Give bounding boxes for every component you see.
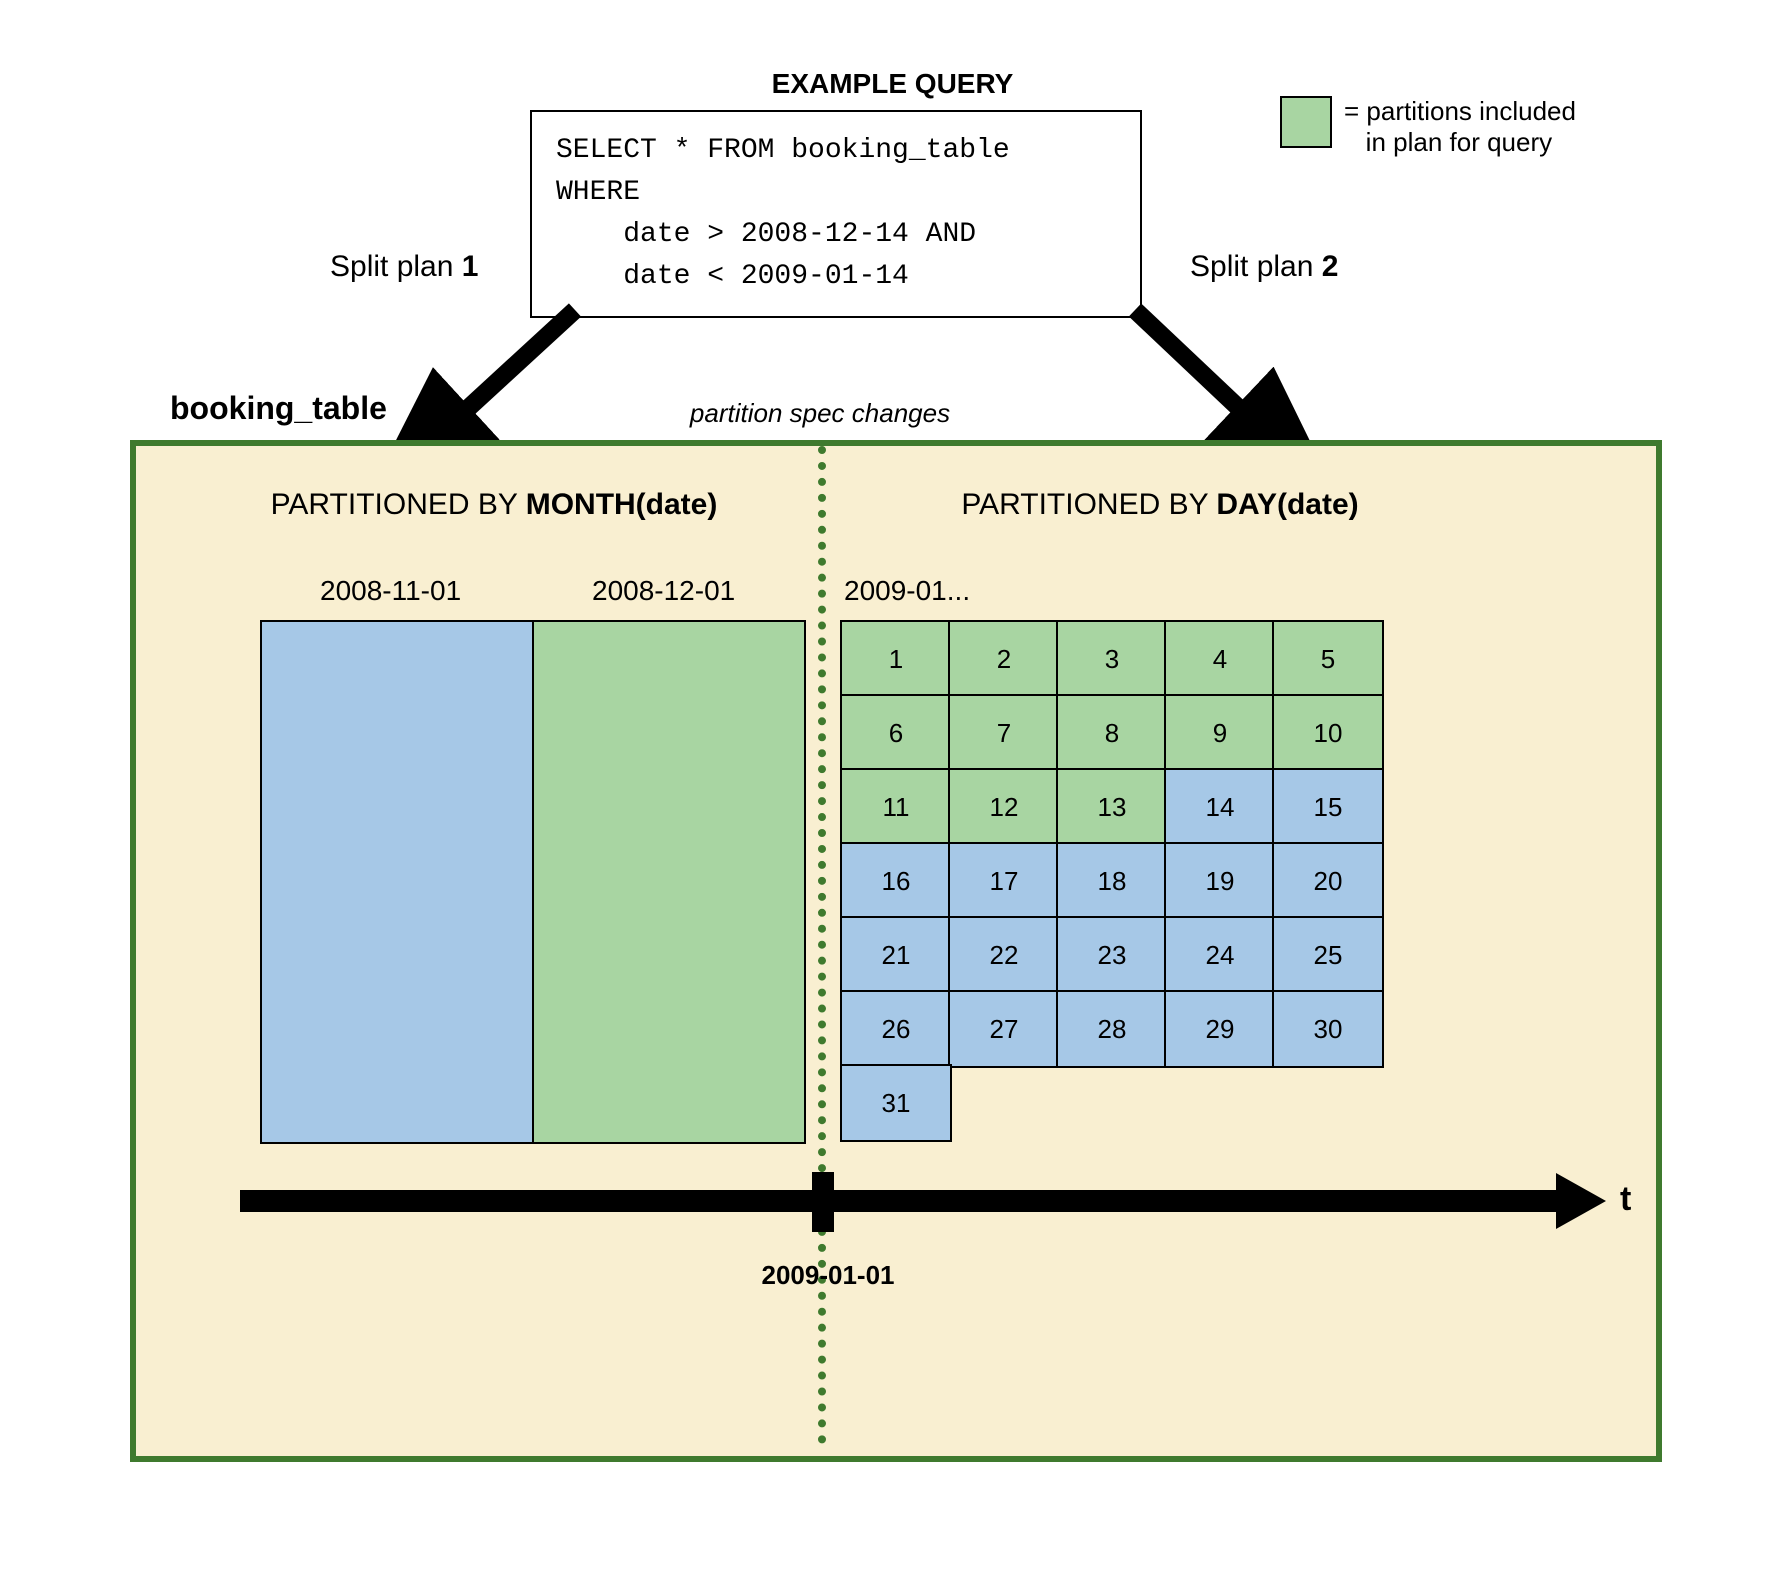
day-partition-cell: 30 — [1272, 990, 1384, 1068]
day-partition-cell: 7 — [948, 694, 1060, 772]
month-label: 2008-11-01 — [320, 575, 461, 607]
day-partition-cell: 4 — [1164, 620, 1276, 698]
legend: = partitions included in plan for query — [1280, 96, 1576, 158]
day-partition-cell: 22 — [948, 916, 1060, 994]
timeline-tick — [812, 1172, 834, 1232]
day-partition-cell: 16 — [840, 842, 952, 920]
day-partition-cell: 18 — [1056, 842, 1168, 920]
day-partition-cell: 9 — [1164, 694, 1276, 772]
day-partition-cell: 3 — [1056, 620, 1168, 698]
day-partition-cell: 26 — [840, 990, 952, 1068]
t-axis-label: t — [1620, 1180, 1631, 1219]
timeline-arrowhead — [1556, 1173, 1606, 1229]
query-box: SELECT * FROM booking_table WHERE date >… — [530, 110, 1142, 318]
month-label: 2008-12-01 — [592, 575, 735, 607]
day-partition-cell: 31 — [840, 1064, 952, 1142]
day-partition-cell: 12 — [948, 768, 1060, 846]
day-partition-cell: 20 — [1272, 842, 1384, 920]
day-partition-cell: 6 — [840, 694, 952, 772]
day-partition-cell: 10 — [1272, 694, 1384, 772]
legend-text: = partitions included in plan for query — [1344, 96, 1576, 158]
day-partition-cell: 17 — [948, 842, 1060, 920]
day-prefix-label: 2009-01... — [844, 575, 970, 607]
day-partition-cell: 27 — [948, 990, 1060, 1068]
month-partition-block — [532, 620, 806, 1144]
month-partition-block — [260, 620, 534, 1144]
booking-table-label: booking_table — [170, 390, 387, 427]
day-partition-cell: 28 — [1056, 990, 1168, 1068]
partition-spec-divider — [818, 446, 826, 1444]
day-partition-cell: 24 — [1164, 916, 1276, 994]
day-partition-cell: 29 — [1164, 990, 1276, 1068]
day-partition-cell: 25 — [1272, 916, 1384, 994]
day-partition-cell: 2 — [948, 620, 1060, 698]
day-partition-cell: 5 — [1272, 620, 1384, 698]
day-partition-cell: 8 — [1056, 694, 1168, 772]
timeline-bar — [240, 1190, 1560, 1212]
day-partition-cell: 14 — [1164, 768, 1276, 846]
day-partition-cell: 15 — [1272, 768, 1384, 846]
partition-by-month-title: PARTITIONED BY MONTH(date) — [194, 488, 794, 522]
split-plan-2-label: Split plan 2 — [1190, 250, 1338, 284]
split-plan-1-label: Split plan 1 — [330, 250, 478, 284]
day-partition-cell: 19 — [1164, 842, 1276, 920]
partition-spec-change-label: partition spec changes — [620, 398, 1020, 429]
day-partition-cell: 1 — [840, 620, 952, 698]
day-partition-cell: 21 — [840, 916, 952, 994]
timeline-tick-label: 2009-01-01 — [748, 1260, 908, 1291]
day-partition-cell: 23 — [1056, 916, 1168, 994]
day-partition-cell: 13 — [1056, 768, 1168, 846]
partition-by-day-title: PARTITIONED BY DAY(date) — [860, 488, 1460, 522]
legend-swatch — [1280, 96, 1332, 148]
day-partition-cell: 11 — [840, 768, 952, 846]
